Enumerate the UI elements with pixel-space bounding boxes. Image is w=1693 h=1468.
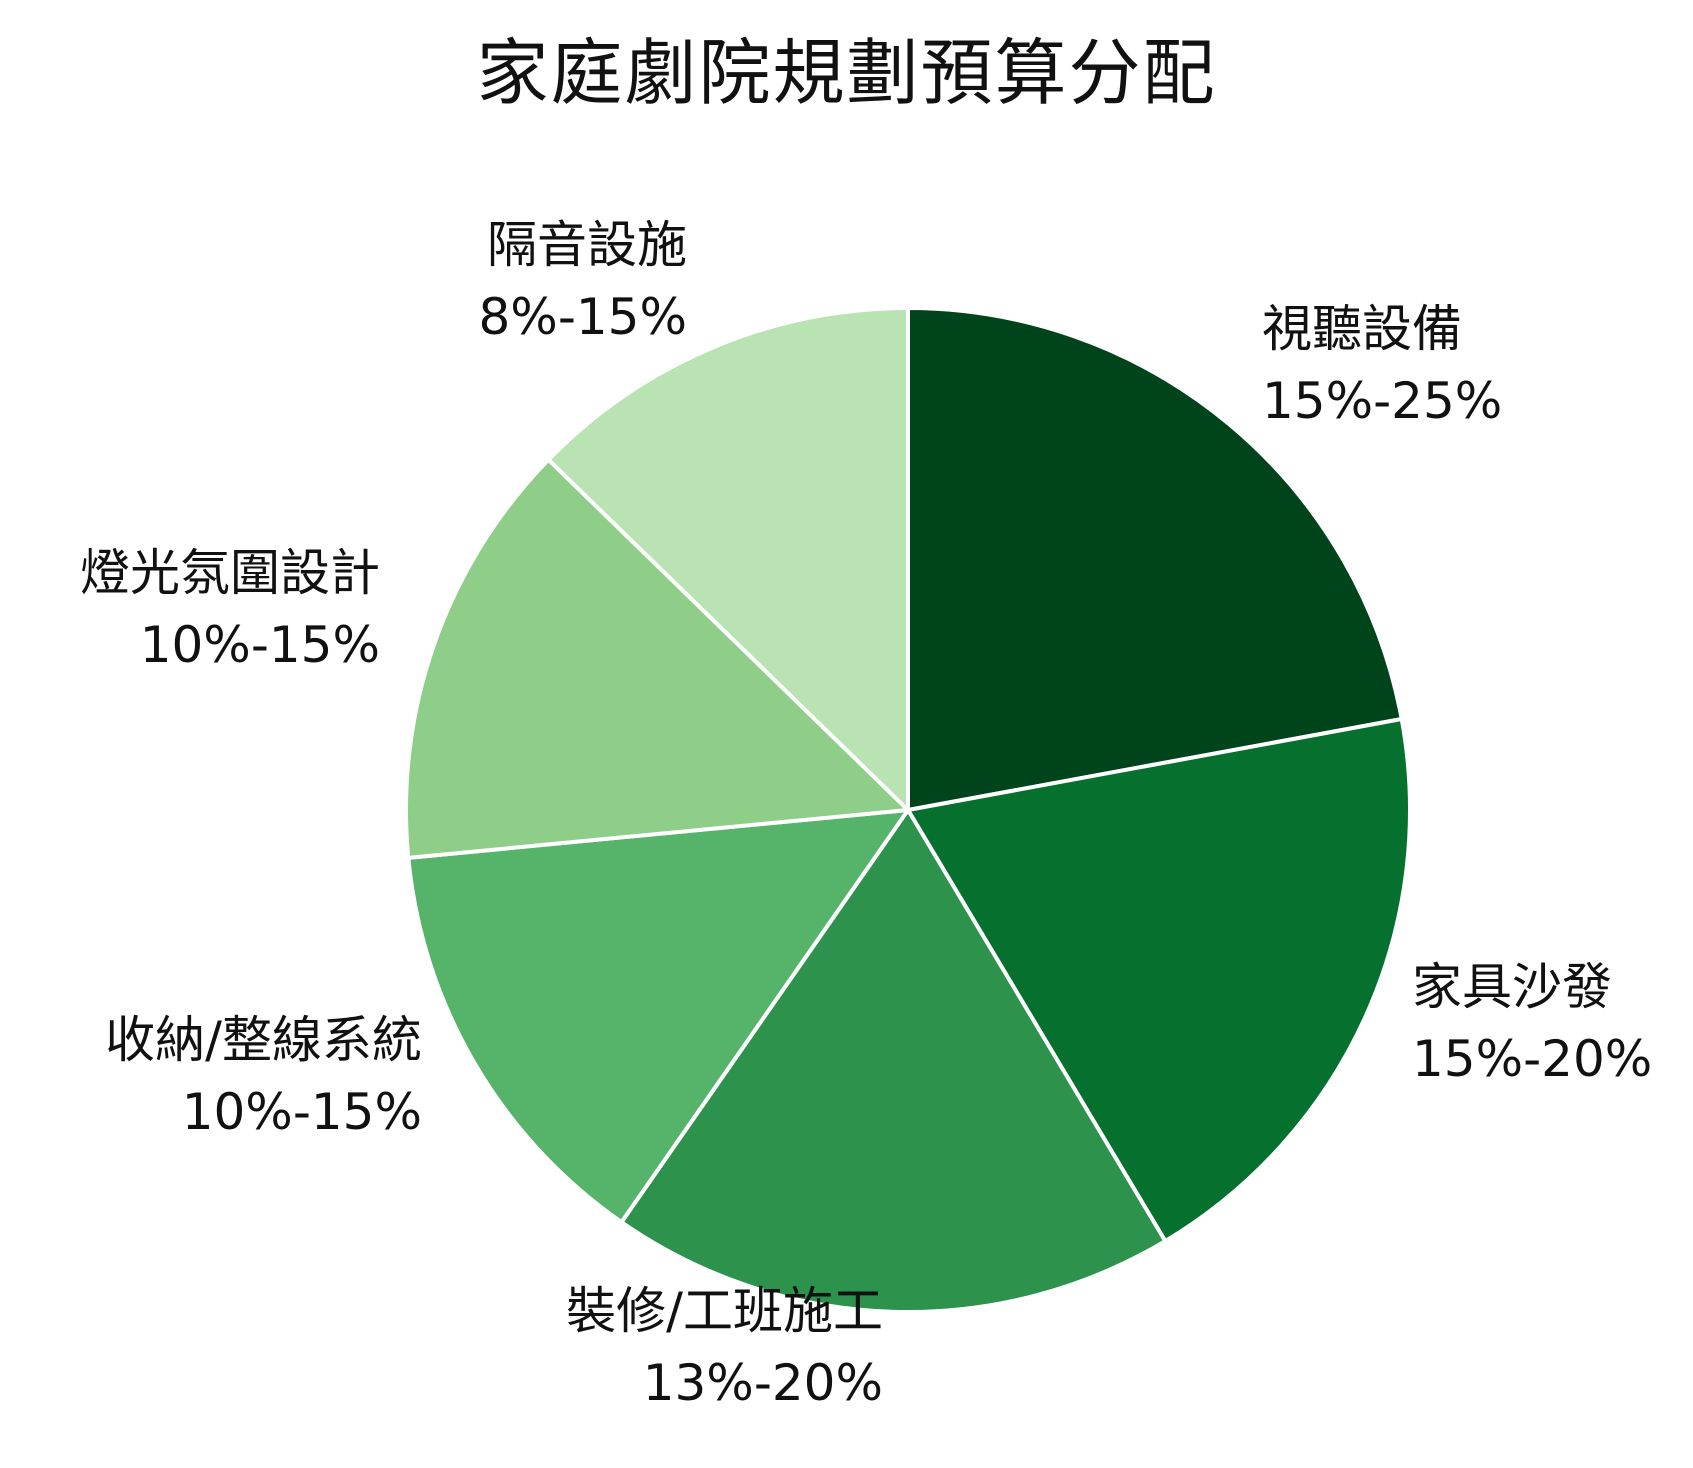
slice-label-name: 視聽設備 <box>1262 300 1462 358</box>
pie-slice <box>906 306 1404 812</box>
pie-labels: 視聽設備 15%-25% 家具沙發 15%-20% 裝修/工班施工 13%-20% 收納/整… <box>80 216 1652 1412</box>
slice-label: 隔音設施 8%-15% <box>479 216 688 346</box>
pie-slices <box>404 306 1413 1314</box>
slice-label-name: 燈光氛圍設計 <box>80 544 380 602</box>
slice-label: 燈光氛圍設計 10%-15% <box>80 544 380 674</box>
slice-label-range: 10%-15% <box>140 616 380 674</box>
pie-slice <box>619 808 1168 1314</box>
pie-slice <box>406 808 910 1225</box>
slice-label-name: 隔音設施 <box>487 216 687 274</box>
chart-title: 家庭劇院規劃預算分配 <box>476 31 1217 115</box>
pie-slice <box>546 306 910 812</box>
slice-label-range: 8%-15% <box>479 288 688 346</box>
slice-label-name: 家具沙發 <box>1412 958 1612 1016</box>
slice-label: 視聽設備 15%-25% <box>1262 300 1502 430</box>
slice-label: 家具沙發 15%-20% <box>1412 958 1652 1088</box>
slice-label-range: 15%-25% <box>1262 372 1502 430</box>
slice-label-range: 13%-20% <box>643 1354 883 1412</box>
slice-label-name: 裝修/工班施工 <box>566 1282 883 1340</box>
slice-label: 收納/整線系統 10%-15% <box>105 1011 422 1141</box>
slice-label-range: 10%-15% <box>182 1083 422 1141</box>
pie-slice <box>404 457 910 860</box>
slice-label-name: 收納/整線系統 <box>105 1011 422 1069</box>
pie-slice <box>906 717 1413 1244</box>
slice-label-range: 15%-20% <box>1412 1030 1652 1088</box>
slice-label: 裝修/工班施工 13%-20% <box>566 1282 883 1412</box>
